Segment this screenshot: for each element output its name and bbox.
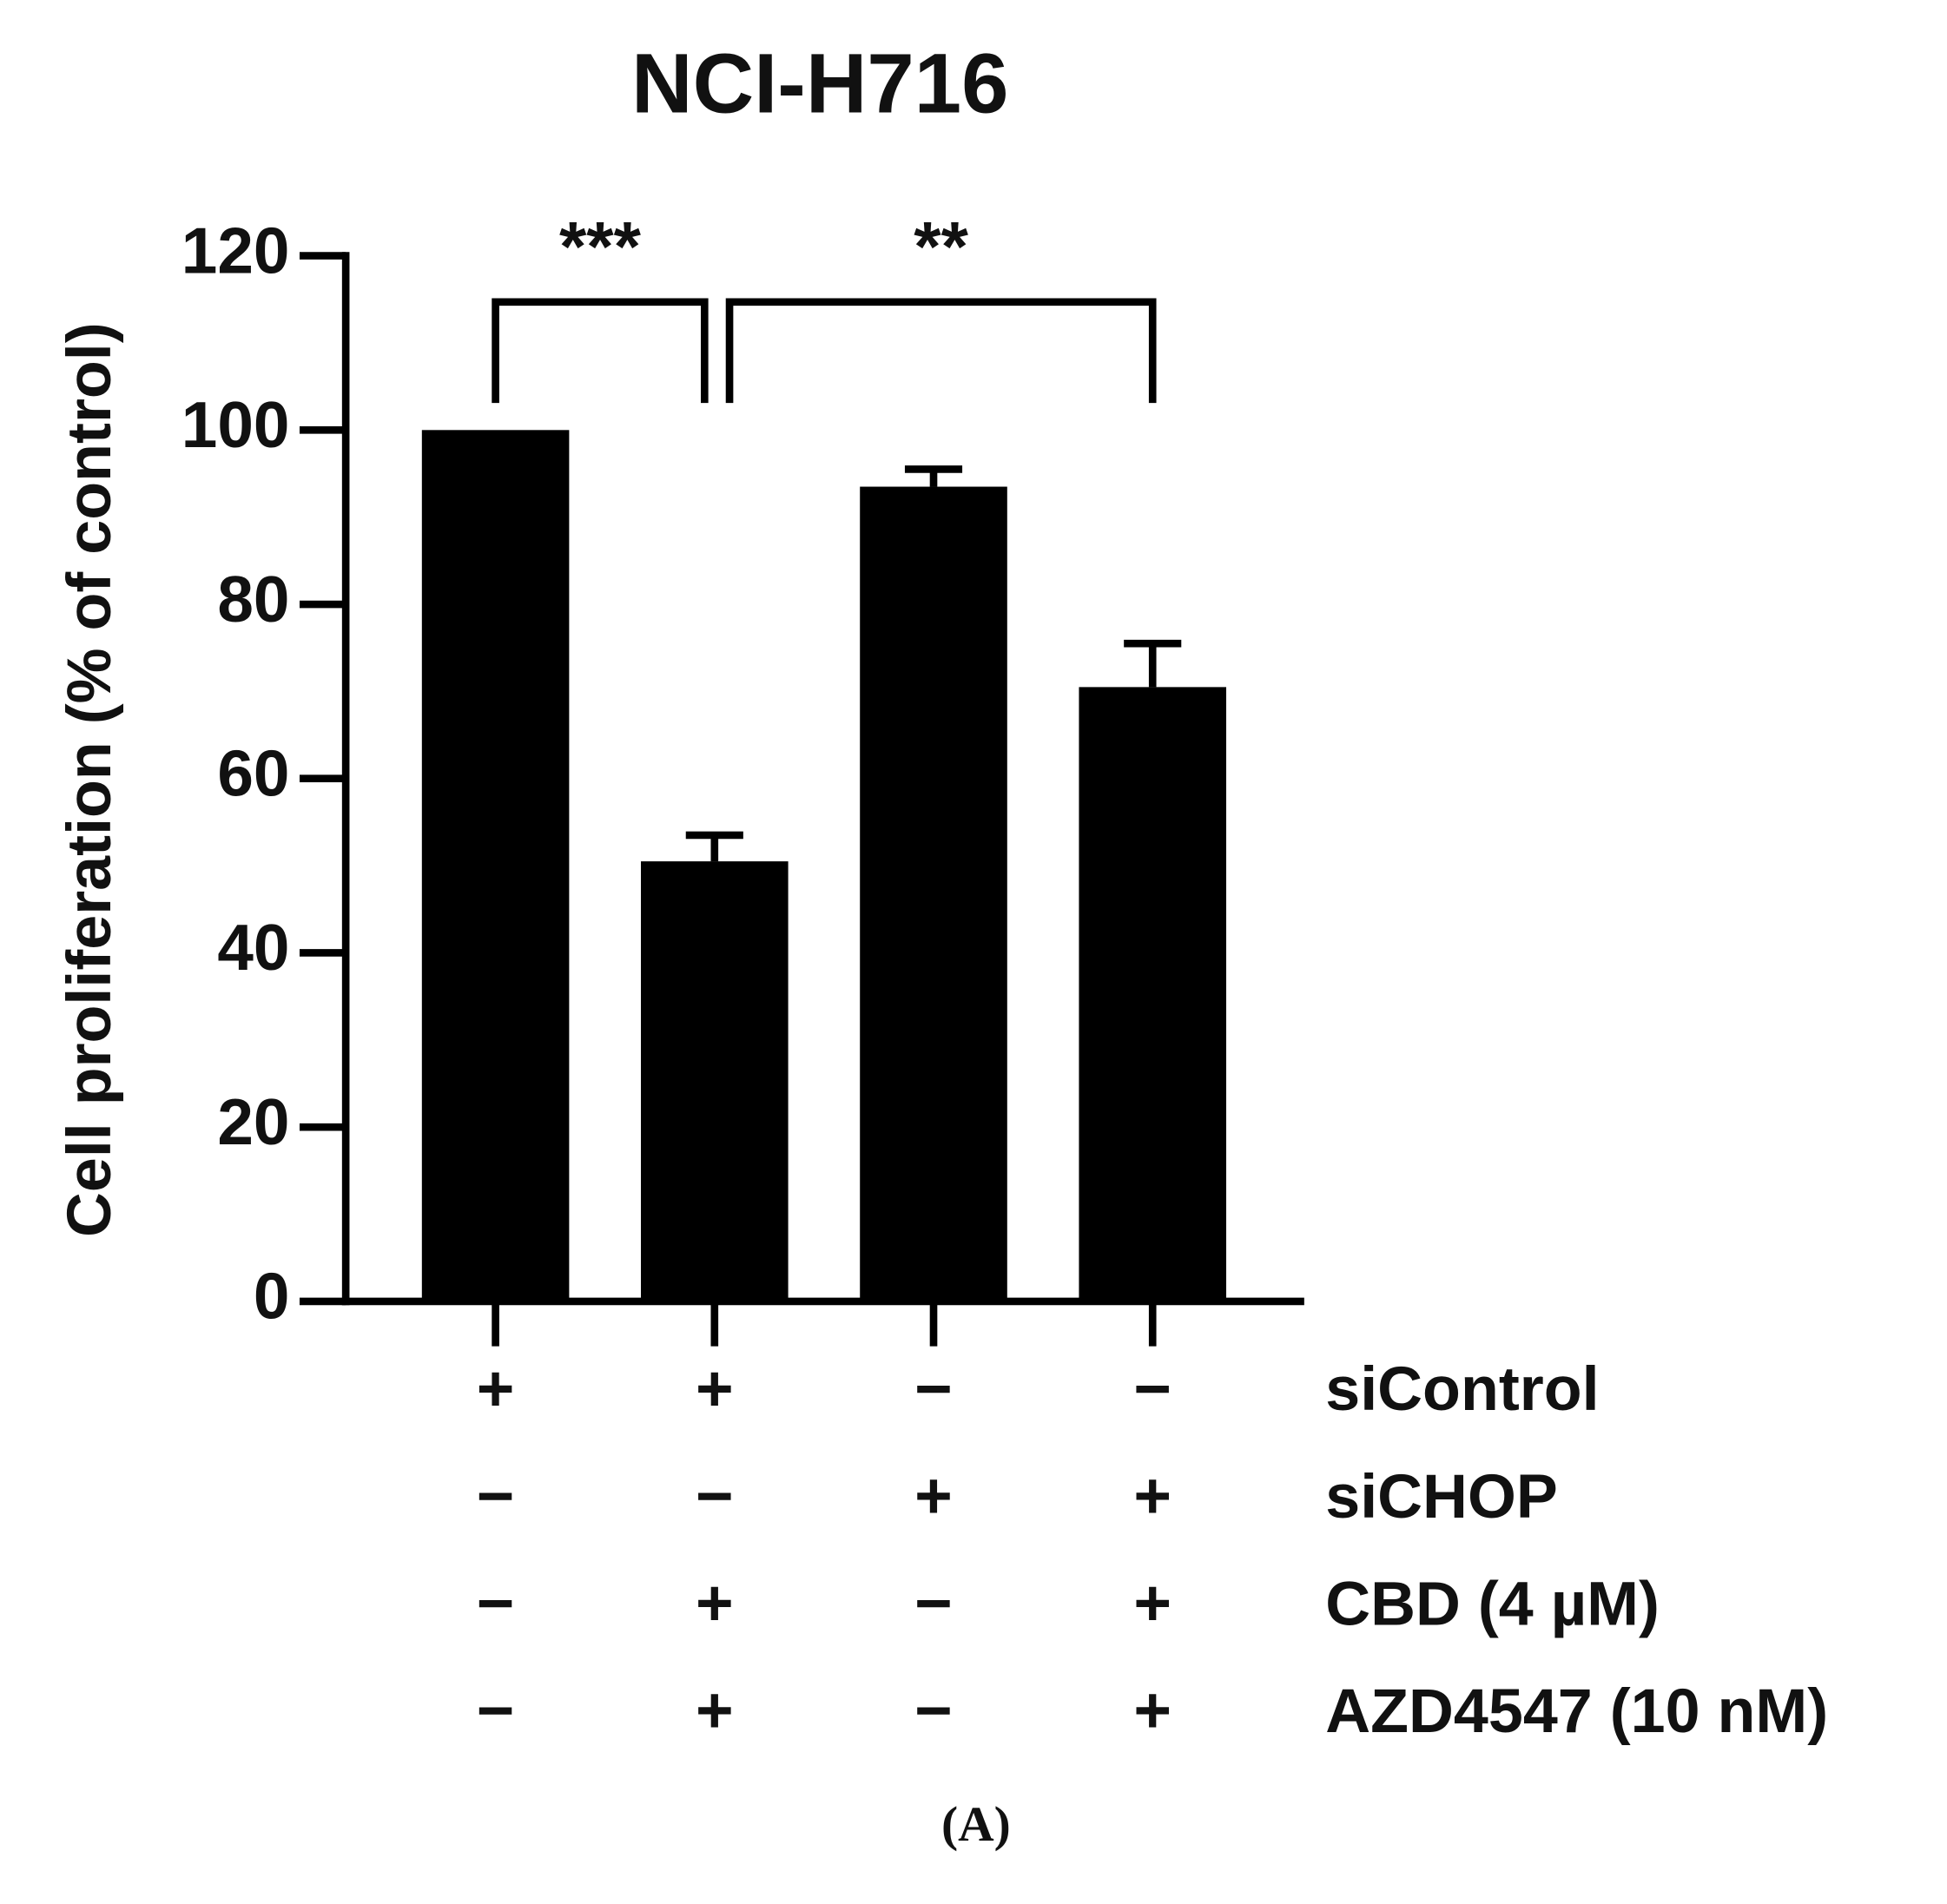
significance-bracket xyxy=(725,298,1157,404)
y-tick-label: 0 xyxy=(254,1260,290,1333)
significance-label: *** xyxy=(559,208,642,287)
condition-sign: − xyxy=(477,1674,515,1747)
condition-sign: + xyxy=(914,1459,953,1532)
condition-sign: + xyxy=(696,1352,734,1425)
condition-sign: + xyxy=(696,1674,734,1747)
condition-sign: + xyxy=(696,1566,734,1639)
condition-sign: + xyxy=(1133,1459,1172,1532)
condition-label: siCHOP xyxy=(1325,1462,1558,1532)
condition-sign: + xyxy=(477,1352,515,1425)
condition-sign: − xyxy=(477,1566,515,1639)
condition-sign: − xyxy=(1133,1352,1172,1425)
condition-label: AZD4547 (10 nM) xyxy=(1325,1677,1828,1746)
y-tick-label: 100 xyxy=(182,388,290,461)
condition-sign: + xyxy=(1133,1674,1172,1747)
y-axis-label: Cell proliferation (% of control) xyxy=(55,322,124,1237)
chart-title: NCI-H716 xyxy=(631,36,1008,130)
condition-sign: + xyxy=(1133,1566,1172,1639)
significance-label: ** xyxy=(914,208,968,287)
condition-sign: − xyxy=(914,1674,953,1747)
y-tick-label: 20 xyxy=(217,1085,289,1158)
bar xyxy=(860,486,1007,1301)
y-tick-label: 80 xyxy=(217,563,289,636)
y-tick-label: 40 xyxy=(217,911,289,984)
y-tick-label: 120 xyxy=(182,214,290,287)
condition-sign: − xyxy=(914,1352,953,1425)
significance-bracket xyxy=(492,298,709,404)
condition-sign: − xyxy=(914,1566,953,1639)
condition-label: siControl xyxy=(1325,1354,1599,1424)
condition-sign: − xyxy=(696,1459,734,1532)
y-tick-label: 60 xyxy=(217,736,289,809)
bar xyxy=(641,861,789,1301)
bar xyxy=(1079,687,1227,1301)
caption: (A) xyxy=(941,1797,1011,1852)
condition-sign: − xyxy=(477,1459,515,1532)
bar xyxy=(421,430,570,1301)
condition-label: CBD (4 µM) xyxy=(1325,1569,1660,1638)
